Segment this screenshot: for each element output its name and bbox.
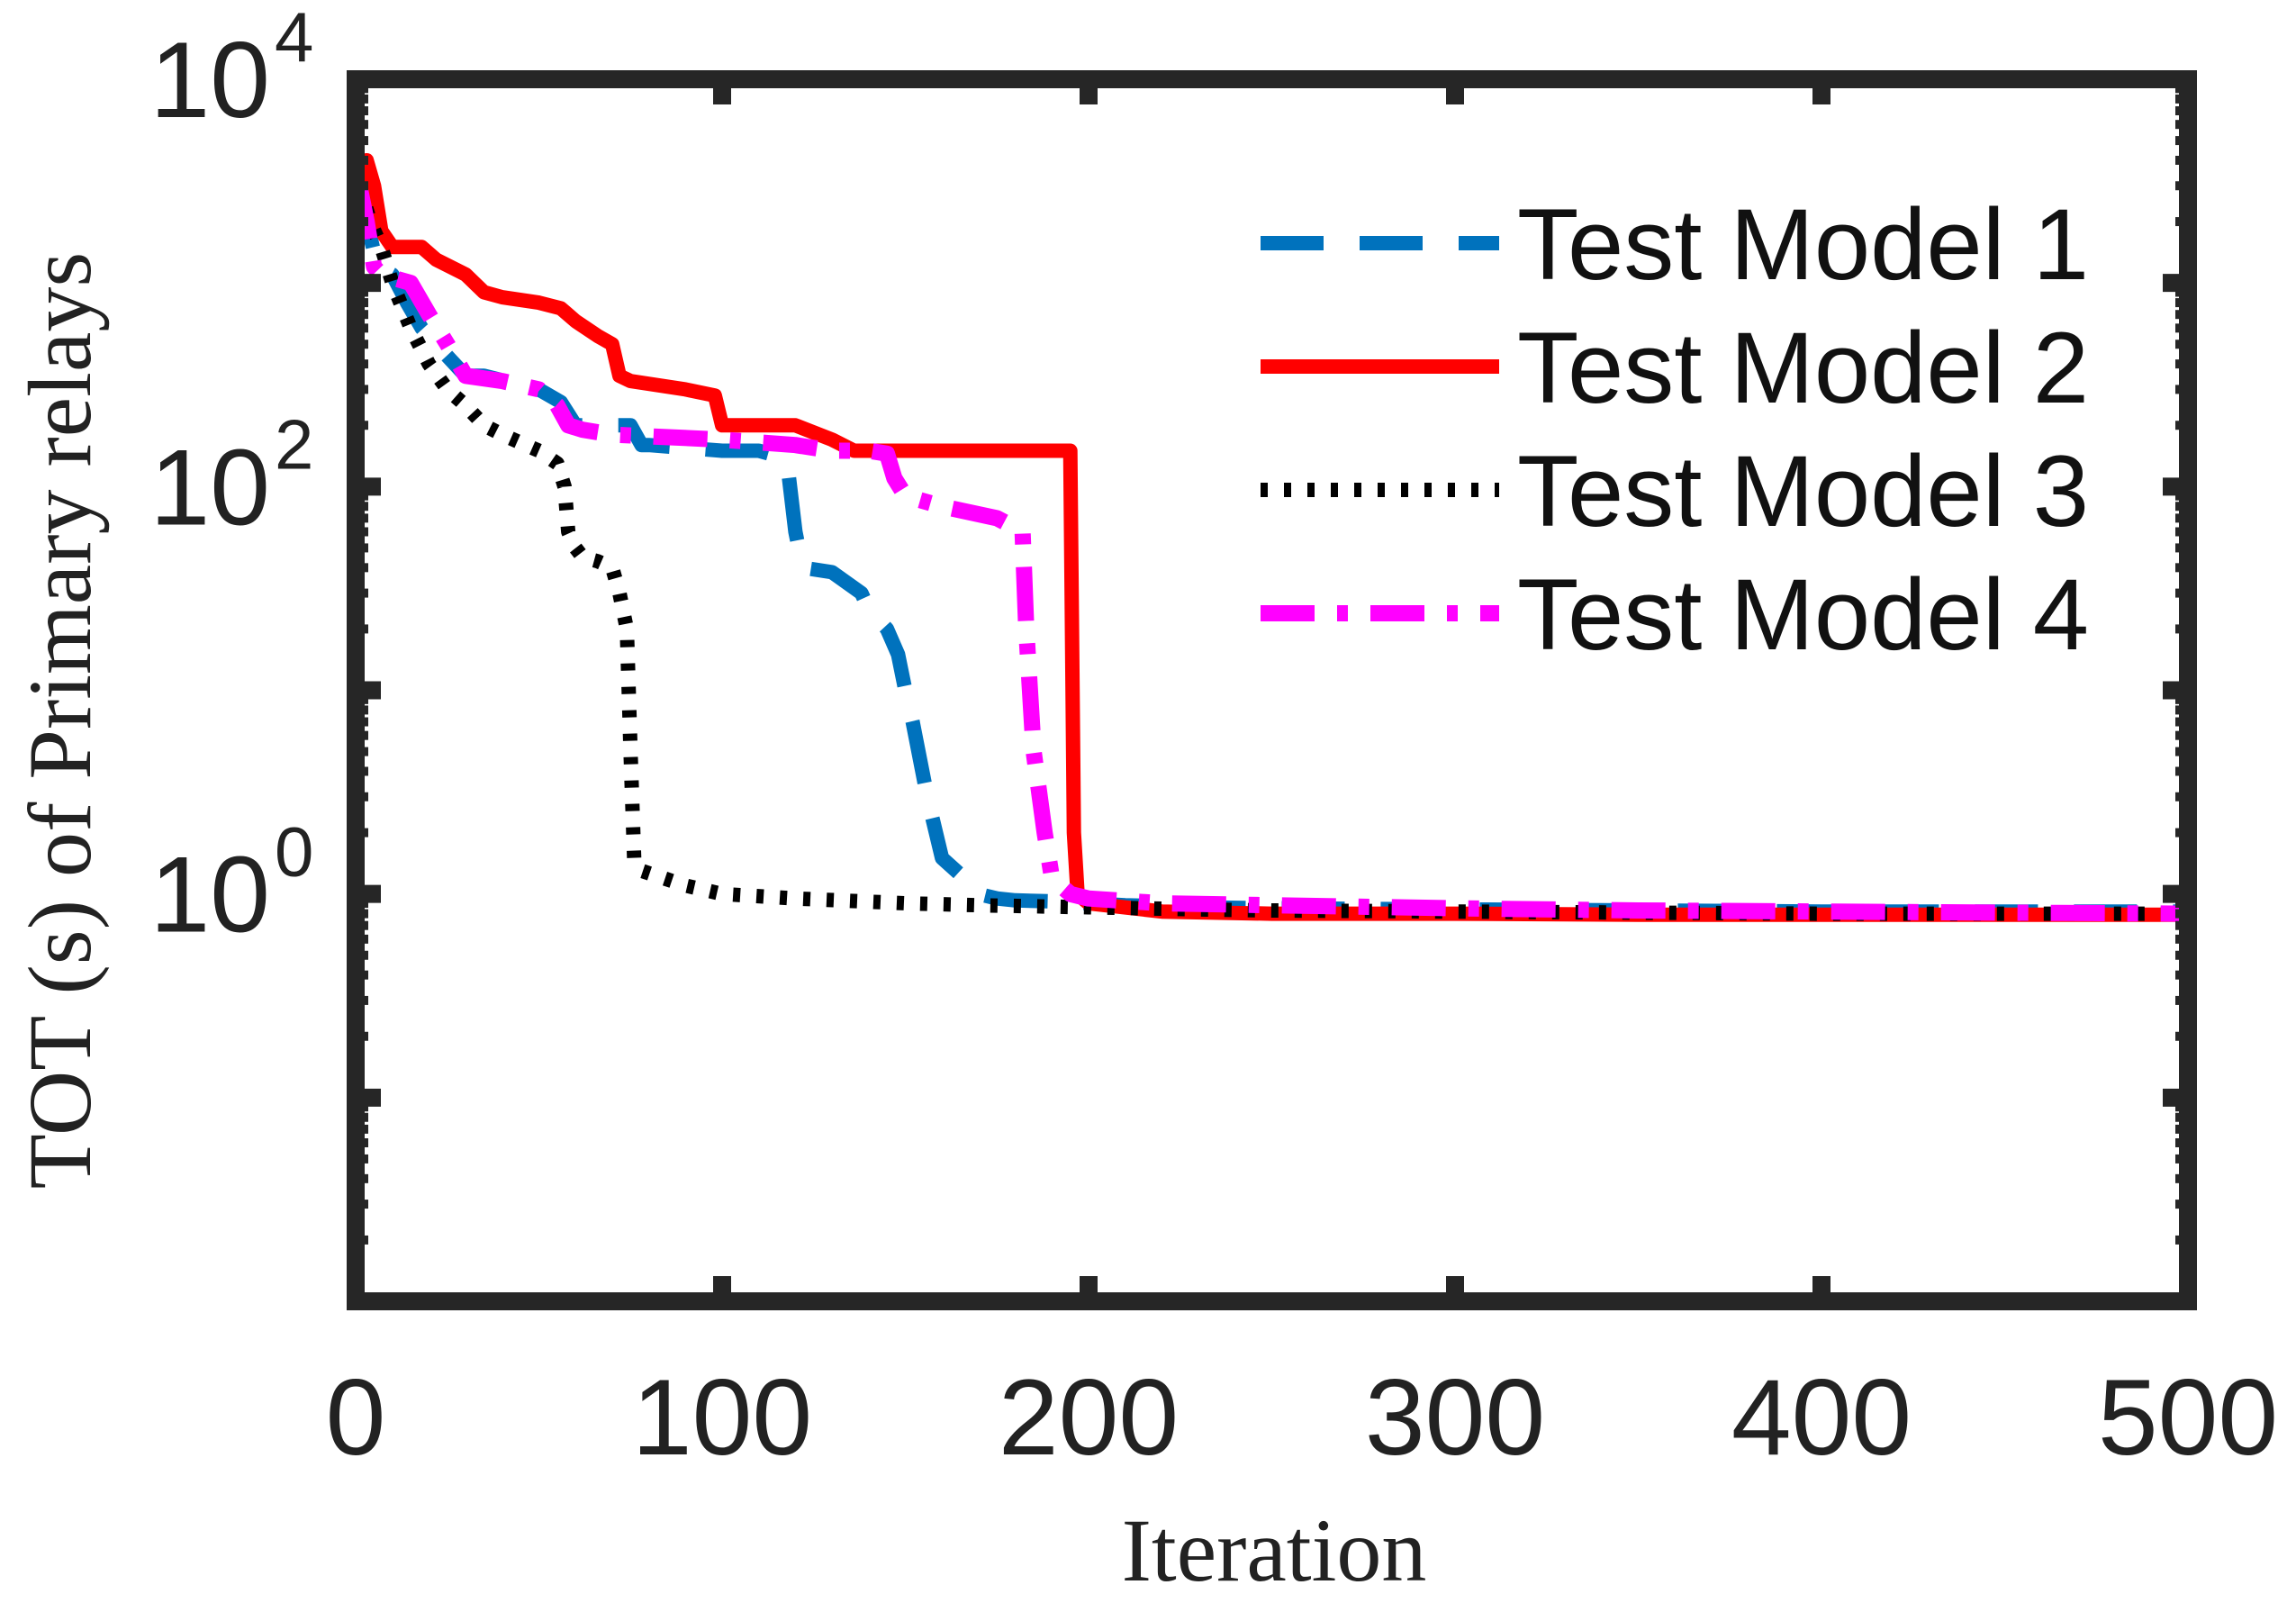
x-tick-label: 200 (999, 1357, 1179, 1478)
y-axis-label: TOT (s) of Primary relays (10, 252, 110, 1190)
x-axis: 0 100 200 300 400 500 (326, 79, 2278, 1478)
y-tick-exponent: 4 (275, 0, 313, 77)
y-tick-label: 10 (150, 835, 270, 955)
x-tick-label: 0 (326, 1357, 386, 1478)
series-group (351, 153, 2189, 922)
x-axis-label: Iteration (1122, 1500, 1427, 1600)
series-line-3 (352, 183, 2188, 921)
y-tick-exponent: 2 (275, 404, 313, 484)
legend-label-4: Test Model 4 (1517, 558, 2089, 671)
series-line-4 (351, 184, 2189, 922)
legend-label-3: Test Model 3 (1517, 435, 2089, 548)
y-tick-label: 10 (150, 427, 270, 548)
y-tick-label: 10 (150, 20, 270, 140)
legend-label-2: Test Model 2 (1517, 312, 2089, 424)
x-tick-label: 100 (632, 1357, 812, 1478)
series-line-2 (352, 153, 2188, 922)
legend-label-1: Test Model 1 (1517, 188, 2089, 301)
x-tick-label: 300 (1365, 1357, 1545, 1478)
x-tick-label: 400 (1731, 1357, 1912, 1478)
y-tick-exponent: 0 (275, 812, 313, 892)
plot-background (356, 79, 2188, 1301)
plot-area (356, 79, 2188, 1301)
x-tick-label: 500 (2098, 1357, 2278, 1478)
